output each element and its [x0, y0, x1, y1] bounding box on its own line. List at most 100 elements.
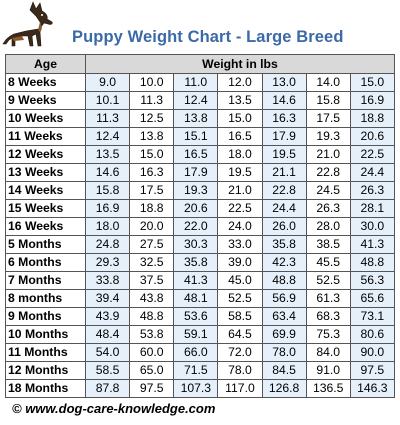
age-cell: 9 Months — [5, 307, 86, 326]
weight-cell: 136.5 — [305, 379, 351, 398]
weight-cell: 52.5 — [217, 289, 263, 308]
weight-cell: 38.5 — [305, 235, 351, 254]
age-cell: 9 Weeks — [5, 91, 86, 110]
weight-cell: 71.5 — [173, 361, 219, 380]
weight-cell: 17.5 — [129, 181, 175, 200]
weight-cell: 26.0 — [261, 217, 307, 236]
weight-cell: 33.8 — [84, 271, 131, 290]
weight-cell: 14.0 — [305, 73, 351, 92]
weight-cell: 17.9 — [261, 127, 307, 146]
weight-cell: 75.3 — [305, 325, 351, 344]
weight-cell: 73.1 — [349, 307, 395, 326]
age-cell: 11 Weeks — [5, 127, 86, 146]
weight-cell: 10.1 — [84, 91, 131, 110]
table-row: 10 Months 48.4 53.8 59.1 64.5 69.9 75.3 80.6 — [5, 325, 395, 344]
weight-cell: 18.8 — [349, 109, 395, 128]
weight-cell: 14.6 — [84, 163, 131, 182]
table-row: 8 months 39.4 43.8 48.1 52.5 56.9 61.3 65.6 — [5, 289, 395, 308]
table-row: 13 Weeks 14.6 16.3 17.9 19.5 21.1 22.8 24.4 — [5, 163, 395, 182]
weight-cell: 58.5 — [84, 361, 131, 380]
weight-cell: 20.0 — [129, 217, 175, 236]
weight-cell: 15.0 — [349, 73, 395, 92]
table-header-row: Age Weight in lbs — [5, 54, 395, 74]
weight-cell: 18.0 — [84, 217, 131, 236]
weight-cell: 19.5 — [261, 145, 307, 164]
weight-cell: 13.8 — [173, 109, 219, 128]
weight-cell: 16.5 — [173, 145, 219, 164]
weight-cell: 12.0 — [217, 73, 263, 92]
weight-cell: 16.9 — [349, 91, 395, 110]
table-row: 12 Months 58.5 65.0 71.5 78.0 84.5 91.0 97.5 — [5, 361, 395, 380]
weight-cell: 80.6 — [349, 325, 395, 344]
weight-cell: 16.9 — [84, 199, 131, 218]
age-column-header: Age — [5, 54, 86, 74]
weight-cell: 43.9 — [84, 307, 131, 326]
weight-cell: 43.8 — [129, 289, 175, 308]
weight-cell: 54.0 — [84, 343, 131, 362]
age-cell: 12 Weeks — [5, 145, 86, 164]
table-row: 6 Months 29.3 32.5 35.8 39.0 42.3 45.5 48.8 — [5, 253, 395, 272]
age-cell: 12 Months — [5, 361, 86, 380]
weight-cell: 30.0 — [349, 217, 395, 236]
weight-cell: 11.3 — [84, 109, 131, 128]
weight-cell: 48.4 — [84, 325, 131, 344]
weight-cell: 69.9 — [261, 325, 307, 344]
weight-cell: 42.3 — [261, 253, 307, 272]
weight-cell: 16.3 — [261, 109, 307, 128]
weight-cell: 11.0 — [173, 73, 219, 92]
weight-cell: 41.3 — [173, 271, 219, 290]
weight-cell: 10.0 — [129, 73, 175, 92]
weight-cell: 26.3 — [349, 181, 395, 200]
age-cell: 5 Months — [5, 235, 86, 254]
weight-cell: 48.1 — [173, 289, 219, 308]
table-row: 14 Weeks 15.8 17.5 19.3 21.0 22.8 24.5 26.3 — [5, 181, 395, 200]
weight-cell: 27.5 — [129, 235, 175, 254]
table-row: 9 Weeks 10.1 11.3 12.4 13.5 14.6 15.8 16.9 — [5, 91, 395, 110]
table-row: 8 Weeks 9.0 10.0 11.0 12.0 13.0 14.0 15.0 — [5, 73, 395, 92]
weight-cell: 35.8 — [173, 253, 219, 272]
weight-cell: 13.5 — [84, 145, 131, 164]
weight-cell: 13.8 — [129, 127, 175, 146]
weight-cell: 35.8 — [261, 235, 307, 254]
age-cell: 10 Months — [5, 325, 86, 344]
weight-cell: 48.8 — [129, 307, 175, 326]
weight-cell: 117.0 — [217, 379, 263, 398]
weight-cell: 15.8 — [84, 181, 131, 200]
weight-cell: 45.5 — [305, 253, 351, 272]
german-shepherd-icon — [2, 1, 53, 47]
table-row: 12 Weeks 13.5 15.0 16.5 18.0 19.5 21.0 22.5 — [5, 145, 395, 164]
age-cell: 15 Weeks — [5, 199, 86, 218]
weight-cell: 53.6 — [173, 307, 219, 326]
weight-cell: 107.3 — [173, 379, 219, 398]
age-cell: 8 months — [5, 289, 86, 308]
weight-cell: 61.3 — [305, 289, 351, 308]
weight-cell: 48.8 — [349, 253, 395, 272]
weight-cell: 21.0 — [217, 181, 263, 200]
footer-copyright: © www.dog-care-knowledge.com — [12, 401, 216, 416]
weight-cell: 15.0 — [217, 109, 263, 128]
age-cell: 11 Months — [5, 343, 86, 362]
weight-cell: 28.0 — [305, 217, 351, 236]
weight-cell: 12.5 — [129, 109, 175, 128]
weight-cell: 15.1 — [173, 127, 219, 146]
weight-cell: 16.3 — [129, 163, 175, 182]
weight-cell: 18.8 — [129, 199, 175, 218]
weight-cell: 146.3 — [349, 379, 395, 398]
weight-column-header: Weight in lbs — [85, 54, 395, 74]
table-row: 11 Months 54.0 60.0 66.0 72.0 78.0 84.0 90.0 — [5, 343, 395, 362]
age-cell: 14 Weeks — [5, 181, 86, 200]
weight-cell: 58.5 — [217, 307, 263, 326]
age-cell: 18 Months — [5, 379, 86, 398]
weight-cell: 20.6 — [349, 127, 395, 146]
table-row: 11 Weeks 12.4 13.8 15.1 16.5 17.9 19.3 20.6 — [5, 127, 395, 146]
weight-cell: 97.5 — [129, 379, 175, 398]
age-cell: 13 Weeks — [5, 163, 86, 182]
weight-cell: 15.0 — [129, 145, 175, 164]
weight-cell: 33.0 — [217, 235, 263, 254]
table-row: 5 Months 24.8 27.5 30.3 33.0 35.8 38.5 41.3 — [5, 235, 395, 254]
weight-cell: 97.5 — [349, 361, 395, 380]
weight-cell: 19.3 — [173, 181, 219, 200]
weight-cell: 19.3 — [305, 127, 351, 146]
weight-cell: 60.0 — [129, 343, 175, 362]
weight-cell: 66.0 — [173, 343, 219, 362]
